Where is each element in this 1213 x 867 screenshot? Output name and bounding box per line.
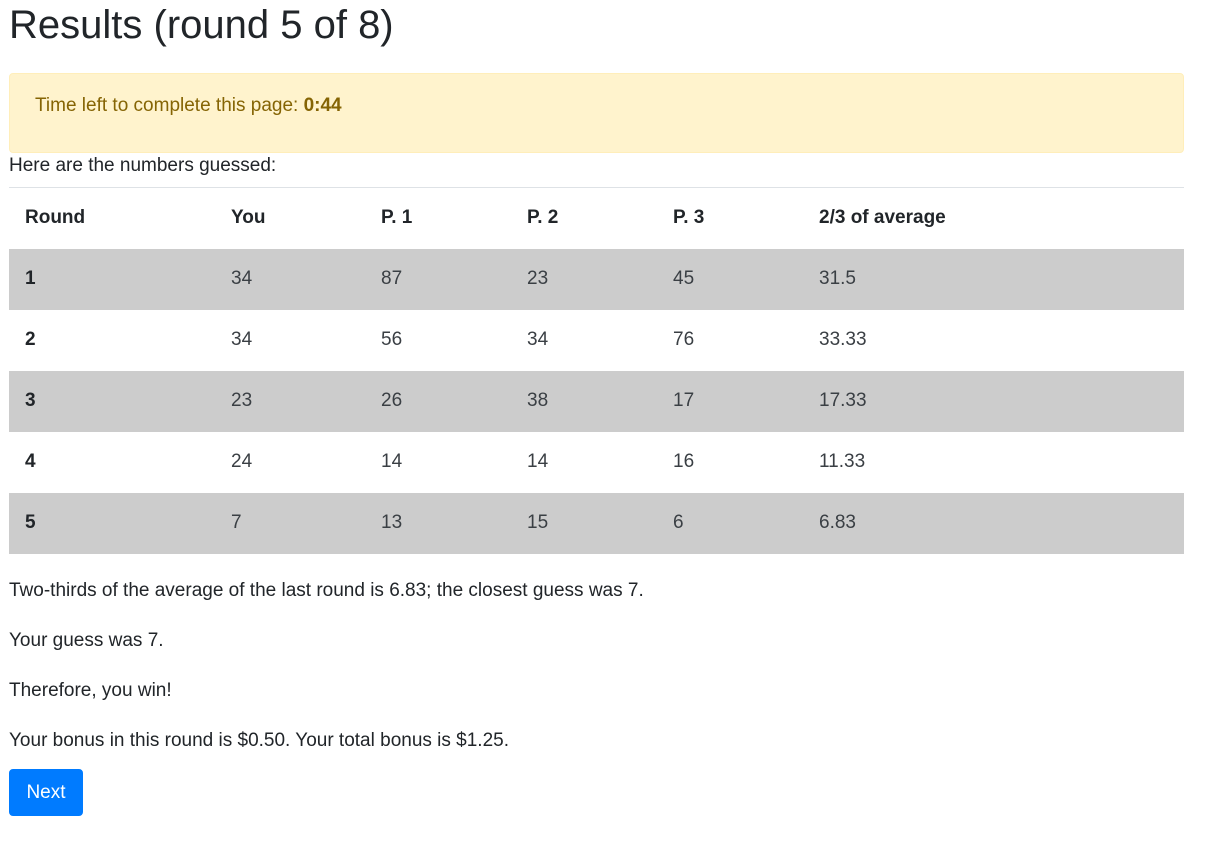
p3-cell: 17	[673, 390, 695, 411]
table-row: 2 34 56 34 76 33.33	[9, 310, 1184, 371]
timer-alert: Time left to complete this page: 0:44	[9, 73, 1184, 153]
header-p3: P. 3	[673, 207, 705, 229]
header-two-thirds-average: 2/3 of average	[819, 207, 946, 229]
round-cell: 4	[25, 451, 36, 472]
you-cell: 34	[231, 329, 253, 350]
p3-cell: 16	[673, 451, 695, 472]
average-cell: 17.33	[819, 390, 867, 411]
p2-cell: 38	[527, 390, 549, 411]
p1-cell: 13	[381, 512, 403, 533]
intro-text: Here are the numbers guessed:	[9, 155, 277, 176]
results-table: Round You P. 1 P. 2 P. 3 2/3 of average …	[9, 187, 1184, 554]
next-button[interactable]: Next	[9, 768, 83, 816]
header-p2: P. 2	[527, 207, 559, 229]
header-you: You	[231, 207, 266, 229]
table-row: 5 7 13 15 6 6.83	[9, 492, 1184, 554]
round-cell: 1	[25, 268, 36, 289]
page-title: Results (round 5 of 8)	[9, 3, 394, 47]
you-cell: 7	[231, 512, 242, 533]
p3-cell: 6	[673, 512, 684, 533]
average-cell: 6.83	[819, 512, 856, 533]
you-cell: 23	[231, 390, 253, 411]
table-row: 3 23 26 38 17 17.33	[9, 370, 1184, 432]
p1-cell: 87	[381, 268, 403, 289]
average-cell: 33.33	[819, 329, 867, 350]
you-cell: 34	[231, 268, 253, 289]
average-cell: 31.5	[819, 268, 856, 289]
timer-value: 0:44	[303, 95, 342, 116]
round-cell: 3	[25, 390, 36, 411]
p2-cell: 34	[527, 329, 549, 350]
round-cell: 2	[25, 329, 36, 350]
p1-cell: 56	[381, 329, 403, 350]
summary-outcome-text: Therefore, you win!	[9, 679, 172, 701]
p3-cell: 45	[673, 268, 695, 289]
p2-cell: 14	[527, 451, 549, 472]
page-container: Results (round 5 of 8) Time left to comp…	[9, 0, 1184, 816]
header-p1: P. 1	[381, 207, 413, 229]
p2-cell: 23	[527, 268, 549, 289]
timer-label: Time left to complete this page:	[35, 95, 304, 116]
result-summary: Two-thirds of the average of the last ro…	[9, 578, 1184, 754]
summary-guess-text: Your guess was 7.	[9, 629, 164, 651]
p3-cell: 76	[673, 329, 695, 350]
summary-bonus-text: Your bonus in this round is $0.50. Your …	[9, 729, 509, 751]
table-row: 4 24 14 14 16 11.33	[9, 432, 1184, 493]
table-row: 1 34 87 23 45 31.5	[9, 248, 1184, 310]
round-cell: 5	[25, 512, 36, 533]
header-round: Round	[25, 207, 86, 229]
p1-cell: 26	[381, 390, 403, 411]
table-header-row: Round You P. 1 P. 2 P. 3 2/3 of average	[9, 188, 1184, 249]
p2-cell: 15	[527, 512, 549, 533]
p1-cell: 14	[381, 451, 403, 472]
average-cell: 11.33	[819, 451, 866, 472]
summary-average-text: Two-thirds of the average of the last ro…	[9, 579, 644, 601]
you-cell: 24	[231, 451, 253, 472]
